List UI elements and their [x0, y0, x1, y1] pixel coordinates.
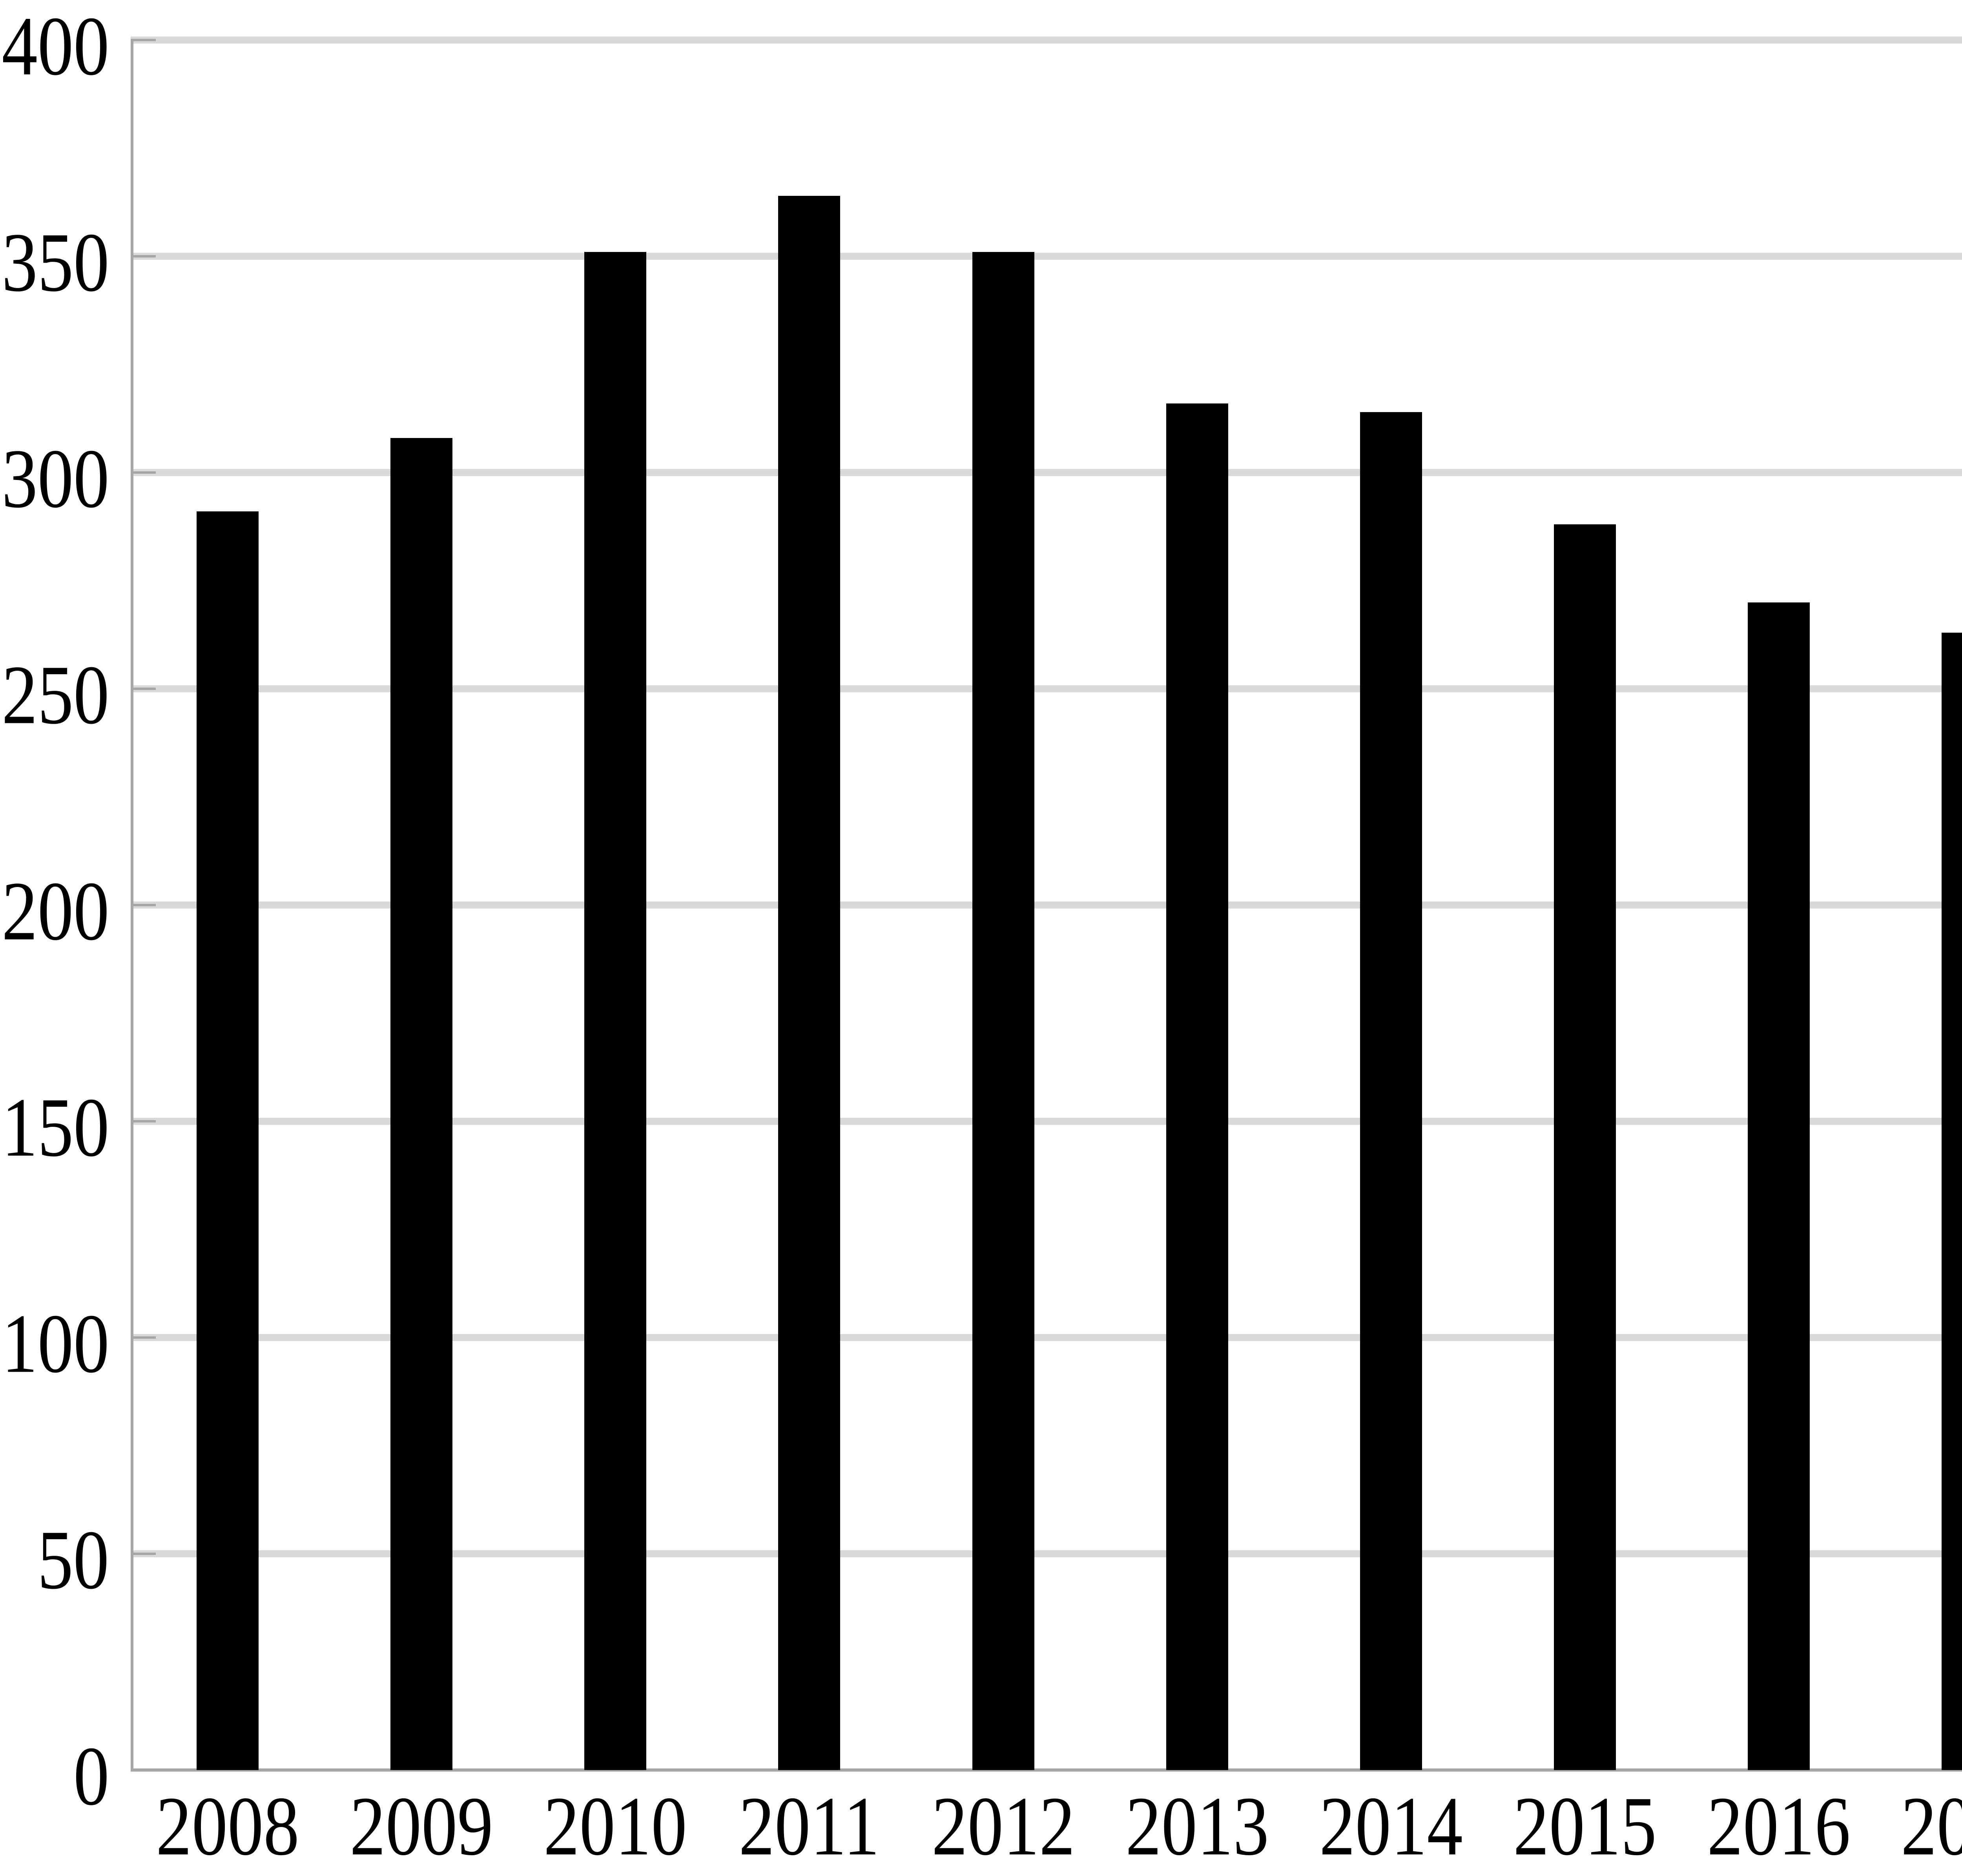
y-tick-300	[131, 471, 156, 474]
x-tick-label-2012: 2012	[931, 1779, 1075, 1873]
y-tick-0	[131, 1769, 156, 1771]
bar-2013	[1166, 403, 1228, 1770]
gridline-400	[131, 36, 1962, 44]
gridline-350	[131, 253, 1962, 260]
x-tick-label-2015: 2015	[1513, 1779, 1657, 1873]
x-tick-label-2011: 2011	[739, 1779, 880, 1873]
y-tick-label-250: 250	[1, 648, 109, 742]
y-tick-label-350: 350	[1, 215, 109, 309]
y-tick-250	[131, 688, 156, 690]
y-tick-label-200: 200	[1, 864, 109, 958]
x-tick-label-2014: 2014	[1319, 1779, 1463, 1873]
bar-2016	[1748, 602, 1810, 1770]
x-tick-label-2008: 2008	[156, 1779, 299, 1873]
x-tick-label-2017: 2017	[1901, 1779, 1962, 1873]
x-tick-label-2009: 2009	[350, 1779, 493, 1873]
y-tick-350	[131, 255, 156, 257]
bar-2014	[1360, 412, 1422, 1770]
y-tick-150	[131, 1120, 156, 1122]
bar-2011	[778, 195, 841, 1770]
y-tick-50	[131, 1553, 156, 1555]
y-tick-400	[131, 39, 156, 41]
y-tick-200	[131, 904, 156, 906]
bar-2017	[1942, 632, 1962, 1770]
y-tick-label-150: 150	[1, 1080, 109, 1174]
y-tick-label-100: 100	[1, 1296, 109, 1391]
bar-2012	[972, 252, 1034, 1770]
y-tick-label-400: 400	[1, 0, 109, 93]
y-tick-100	[131, 1336, 156, 1339]
y-tick-label-0: 0	[73, 1729, 109, 1823]
x-tick-label-2016: 2016	[1707, 1779, 1851, 1873]
y-tick-label-300: 300	[1, 431, 109, 526]
x-axis-line	[131, 1768, 1962, 1772]
x-tick-label-2010: 2010	[543, 1779, 687, 1873]
bar-2010	[584, 252, 647, 1770]
bar-2008	[197, 511, 259, 1770]
bar-2009	[390, 438, 453, 1770]
bar-2015	[1554, 524, 1616, 1770]
x-tick-label-2013: 2013	[1125, 1779, 1269, 1873]
y-tick-label-50: 50	[37, 1513, 109, 1607]
